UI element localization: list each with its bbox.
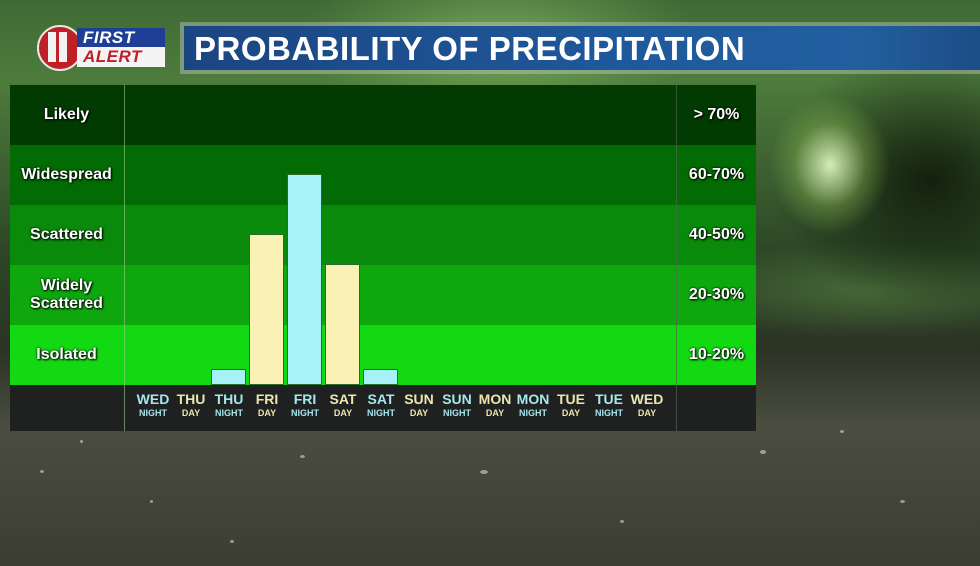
precipitation-chart: Likely Widespread Scattered Widely Scatte… [10, 85, 756, 431]
bar-sat-night [363, 369, 398, 385]
rain-speck [900, 500, 905, 503]
band-widespread [10, 145, 756, 205]
period-label: TUE NIGHT [595, 391, 623, 418]
bar-fri-night [287, 174, 322, 385]
divider-left [124, 85, 125, 431]
period-label: THU DAY [176, 391, 206, 418]
band-range: 10-20% [688, 346, 745, 363]
bar-thu-night [211, 369, 246, 385]
period-label: WED NIGHT [136, 391, 170, 418]
rain-speck [150, 500, 153, 503]
rain-speck [80, 440, 83, 443]
period-label: SAT NIGHT [367, 391, 395, 418]
bar-sat-day [325, 264, 360, 385]
bar-fri-day [249, 234, 284, 385]
band-label: Scattered [30, 226, 103, 243]
rain-speck [840, 430, 844, 433]
band-label: Widely Scattered [30, 277, 103, 312]
band-label: Likely [43, 106, 90, 123]
rain-speck [40, 470, 44, 473]
logo-first-text: FIRST [77, 28, 165, 47]
band-range: 20-30% [688, 286, 745, 303]
rain-speck [620, 520, 624, 523]
title-bar: PROBABILITY OF PRECIPITATION [180, 22, 980, 74]
band-label: Widespread [21, 166, 112, 183]
rain-speck [760, 450, 766, 454]
band-label: Isolated [36, 346, 97, 363]
period-axis [10, 385, 756, 431]
logo-alert-text: ALERT [77, 47, 165, 67]
period-label: MON DAY [478, 391, 512, 418]
rain-speck [480, 470, 488, 474]
band-likely [10, 85, 756, 145]
title-bar-inner: PROBABILITY OF PRECIPITATION [184, 26, 980, 70]
band-range: 40-50% [688, 226, 745, 243]
period-label: MON NIGHT [516, 391, 550, 418]
period-label: WED DAY [630, 391, 664, 418]
period-label: SUN NIGHT [442, 391, 472, 418]
first-alert-logo: FIRST ALERT [37, 25, 167, 71]
rain-speck [300, 455, 305, 458]
divider-right [676, 85, 677, 431]
logo-number-glyph [59, 32, 67, 62]
period-label: THU NIGHT [214, 391, 244, 418]
band-range: 60-70% [688, 166, 745, 183]
period-label: SUN DAY [404, 391, 434, 418]
period-label: FRI NIGHT [291, 391, 319, 418]
band-scattered [10, 205, 756, 265]
rain-speck [230, 540, 234, 543]
logo-number-glyph [48, 32, 56, 62]
period-label: FRI DAY [255, 391, 279, 418]
period-label: TUE DAY [557, 391, 585, 418]
period-label: SAT DAY [329, 391, 357, 418]
band-range: > 70% [693, 106, 740, 123]
band-widely-scattered [10, 265, 756, 325]
page-title: PROBABILITY OF PRECIPITATION [194, 30, 746, 67]
